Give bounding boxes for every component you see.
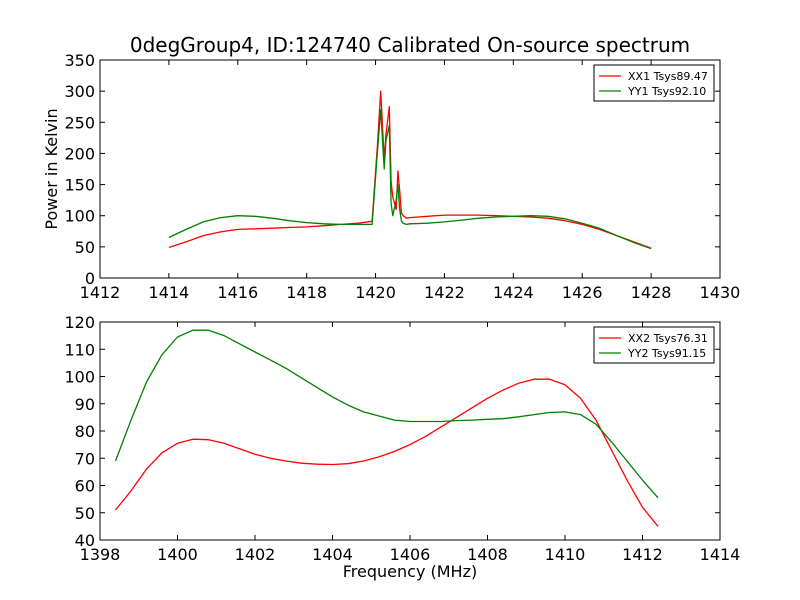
x-tick-label: 1414 [700, 545, 741, 564]
y-tick-label: 350 [64, 51, 95, 70]
x-tick-label: 1398 [80, 545, 121, 564]
x-tick-label: 1412 [622, 545, 663, 564]
y-tick-label: 300 [64, 82, 95, 101]
x-tick-label: 1428 [631, 283, 672, 302]
x-tick-label: 1404 [312, 545, 353, 564]
legend-box [593, 64, 715, 102]
x-tick-label: 1410 [545, 545, 586, 564]
bottom-panel: 1398 1400 1402 1404 1406 1408 1410 1412 1414 40 50… [64, 313, 740, 581]
legend-box [593, 326, 715, 364]
y-tick-label: 40 [75, 531, 95, 550]
plot-frame [99, 59, 721, 279]
x-tick-label: 1430 [700, 283, 741, 302]
legend-label: YY1 Tsys92.10 [627, 85, 706, 98]
legend-label: YY2 Tsys91.15 [627, 347, 706, 360]
x-tick-label: 1400 [157, 545, 198, 564]
x-tick-label: 1418 [286, 283, 327, 302]
y-tick-label: 100 [64, 207, 95, 226]
series-line-xx [114, 378, 659, 527]
y-tick-label: 0 [85, 269, 95, 288]
x-axis-title: Frequency (MHz) [343, 562, 477, 581]
series-line-yy [114, 329, 659, 499]
y-tick-label: 50 [75, 504, 95, 523]
x-tick-label: 1424 [493, 283, 534, 302]
x-tick-label: 1426 [562, 283, 603, 302]
x-tick-label: 1412 [80, 283, 121, 302]
legend: XX1 Tsys89.47 YY1 Tsys92.10 [593, 64, 715, 102]
y-tick-label: 60 [75, 477, 95, 496]
x-tick-label: 1408 [467, 545, 508, 564]
y-tick-label: 100 [64, 368, 95, 387]
y-tick-label: 90 [75, 395, 95, 414]
y-tick-label: 250 [64, 113, 95, 132]
y-tick-label: 80 [75, 422, 95, 441]
x-tick-label: 1406 [390, 545, 431, 564]
legend-label: XX2 Tsys76.31 [628, 332, 708, 345]
x-tick-label: 1414 [149, 283, 190, 302]
y-tick-label: 120 [64, 313, 95, 332]
y-tick-label: 50 [75, 238, 95, 257]
y-tick-label: 200 [64, 144, 95, 163]
y-tick-label: 150 [64, 176, 95, 195]
series-line-yy [168, 109, 652, 250]
x-tick-label: 1420 [355, 283, 396, 302]
top-panel: 1412 1414 1416 1418 1420 1422 1424 1426 1428 1430… [42, 51, 740, 302]
x-tick-label: 1422 [424, 283, 465, 302]
x-tick-label: 1402 [235, 545, 276, 564]
y-axis-title: Power in Kelvin [42, 108, 61, 229]
x-tick-label: 1416 [217, 283, 258, 302]
legend: XX2 Tsys76.31 YY2 Tsys91.15 [593, 326, 715, 364]
y-tick-label: 110 [64, 340, 95, 359]
legend-label: XX1 Tsys89.47 [628, 70, 708, 83]
y-tick-label: 70 [75, 449, 95, 468]
chart-title: 0degGroup4, ID:124740 Calibrated On-sour… [130, 33, 690, 57]
series-line-xx [168, 90, 652, 249]
